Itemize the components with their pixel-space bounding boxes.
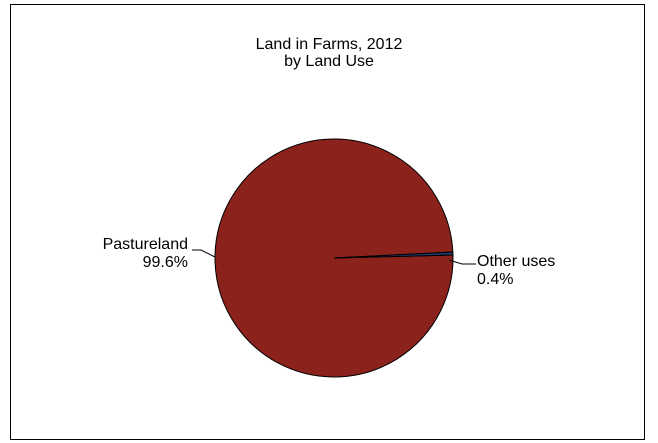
pie-slice-other-uses — [333, 251, 454, 259]
leader-lines-group — [192, 249, 476, 265]
slice-label-pastureland: Pastureland 99.6% — [103, 236, 188, 272]
chart-title-line-1: Land in Farms, 2012 — [255, 36, 403, 53]
slice-value-pastureland: 99.6% — [142, 254, 188, 271]
slice-name-pastureland: Pastureland — [102, 236, 188, 253]
chart-subtitle-line: by Land Use — [284, 53, 374, 70]
leader-line-other-uses — [448, 259, 476, 265]
slice-name-other-uses: Other uses — [477, 253, 556, 270]
pie-slices-group — [214, 138, 454, 378]
slice-label-other-uses: Other uses 0.4% — [477, 253, 555, 289]
slice-value-other-uses: 0.4% — [477, 271, 514, 288]
leader-line-pastureland — [192, 249, 216, 258]
